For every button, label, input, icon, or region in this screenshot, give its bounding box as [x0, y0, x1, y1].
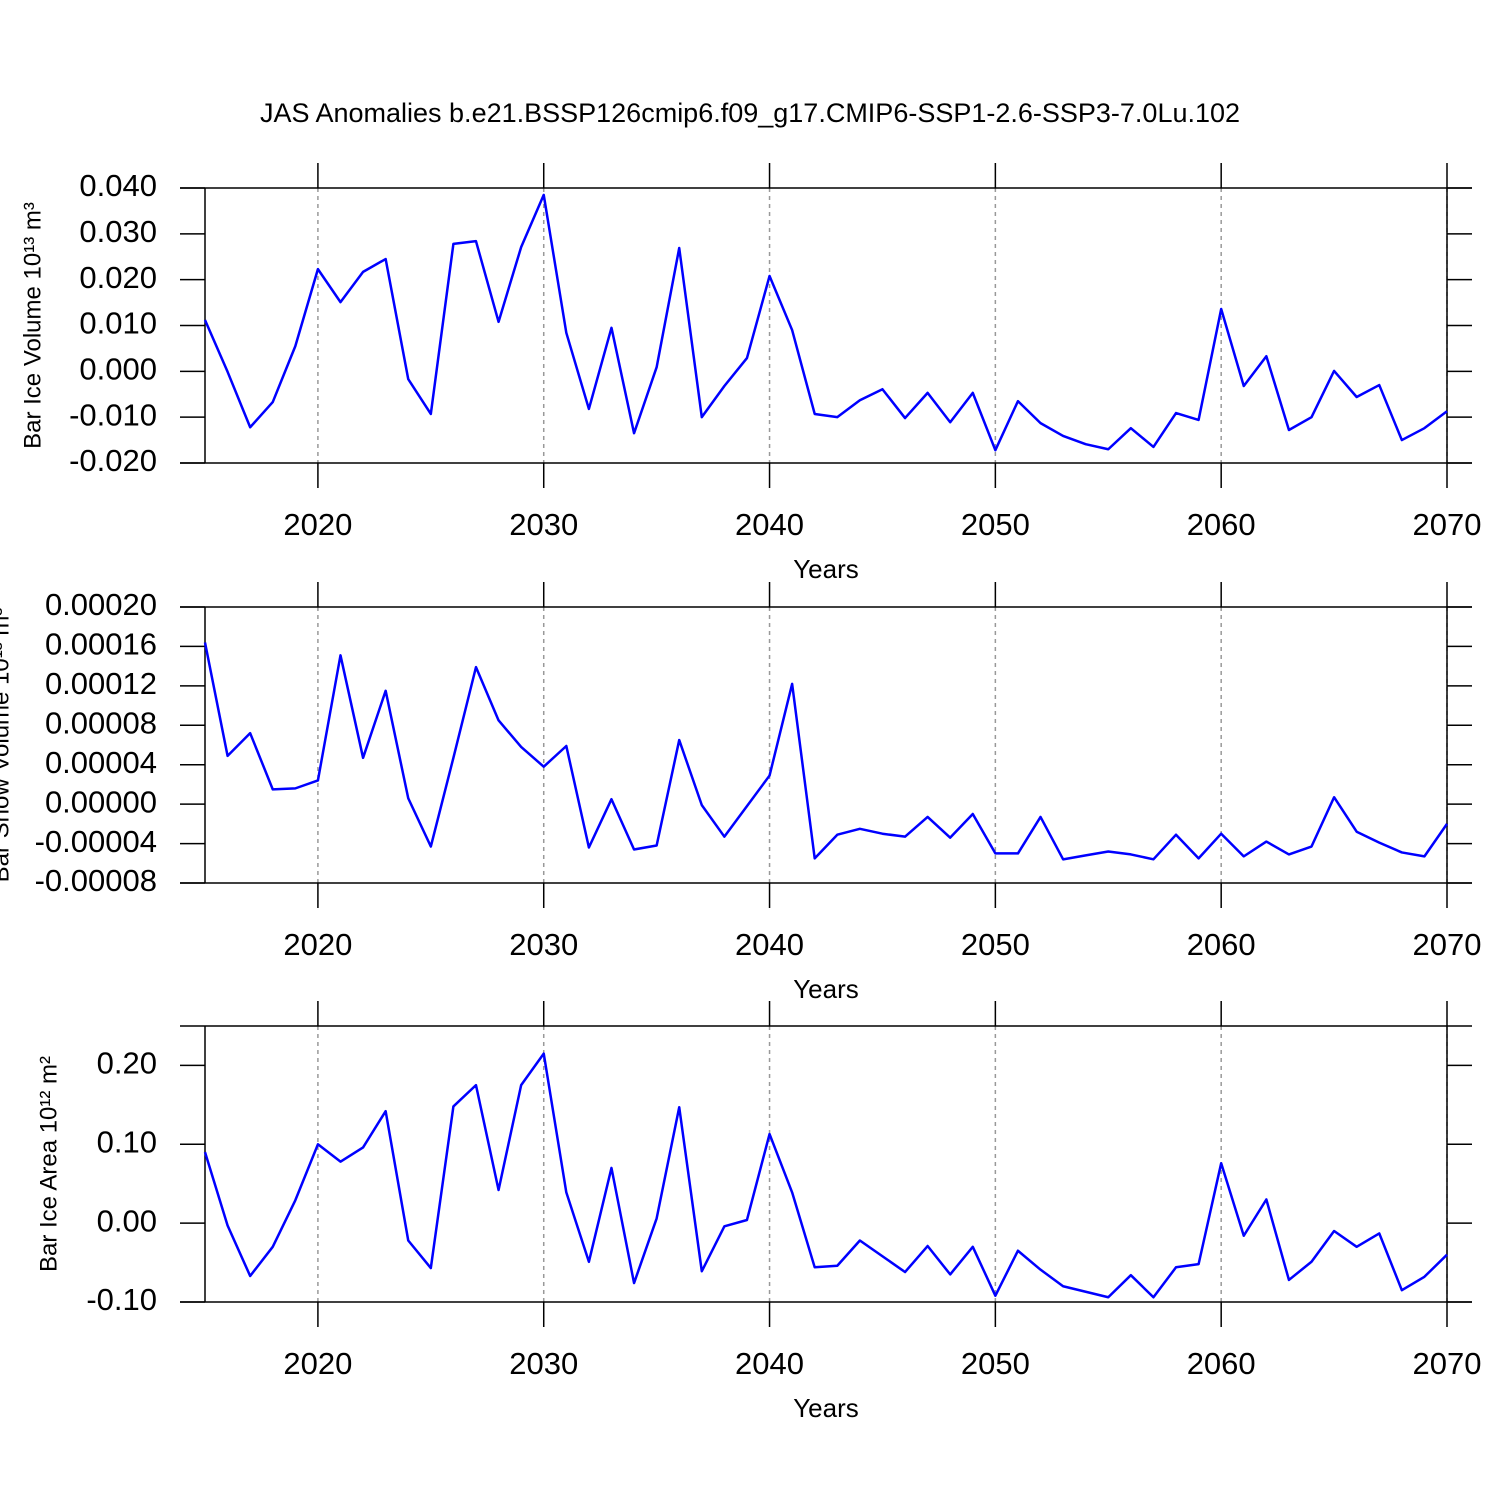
y-tick-label: 0.00000 — [45, 784, 157, 819]
y-tick-label: 0.00020 — [45, 587, 157, 622]
x-tick-label: 2050 — [961, 927, 1030, 962]
y-axis-label: Bar Snow Volume 10¹³ m³ — [0, 608, 14, 883]
data-line — [203, 193, 1448, 452]
y-tick-label: 0.010 — [79, 306, 157, 341]
x-axis-label: Years — [793, 554, 859, 584]
x-tick-label: 2060 — [1187, 927, 1256, 962]
y-tick-label: 0.00 — [97, 1203, 157, 1238]
y-tick-label: 0.00016 — [45, 627, 157, 662]
x-tick-label: 2030 — [509, 927, 578, 962]
y-tick-label: 0.030 — [79, 214, 157, 249]
y-tick-label: 0.00004 — [45, 745, 157, 780]
x-tick-label: 2020 — [283, 927, 352, 962]
y-tick-label: 0.00008 — [45, 705, 157, 740]
x-tick-label: 2030 — [509, 507, 578, 542]
x-tick-label: 2040 — [735, 1346, 804, 1381]
y-tick-label: -0.00008 — [35, 863, 157, 898]
y-tick-label: -0.00004 — [35, 824, 157, 859]
x-tick-label: 2060 — [1187, 1346, 1256, 1381]
x-tick-label: 2020 — [283, 1346, 352, 1381]
x-tick-label: 2070 — [1413, 507, 1482, 542]
y-tick-label: 0.040 — [79, 168, 157, 203]
x-tick-label: 2070 — [1413, 1346, 1482, 1381]
x-tick-label: 2070 — [1413, 927, 1482, 962]
figure-title: JAS Anomalies b.e21.BSSP126cmip6.f09_g17… — [260, 98, 1240, 128]
x-tick-label: 2040 — [735, 927, 804, 962]
y-axis-label: Bar Ice Area 10¹² m² — [35, 1056, 62, 1272]
y-tick-label: 0.020 — [79, 260, 157, 295]
y-tick-label: 0.000 — [79, 352, 157, 387]
x-axis-label: Years — [793, 974, 859, 1004]
y-tick-label: -0.020 — [69, 443, 157, 478]
x-tick-label: 2060 — [1187, 507, 1256, 542]
data-line — [203, 1052, 1448, 1299]
y-tick-label: -0.10 — [86, 1282, 157, 1317]
y-tick-label: 0.00012 — [45, 666, 157, 701]
x-tick-label: 2030 — [509, 1346, 578, 1381]
x-tick-label: 2050 — [961, 507, 1030, 542]
y-axis-label: Bar Ice Volume 10¹³ m³ — [19, 202, 46, 449]
x-axis-label: Years — [793, 1393, 859, 1423]
data-line — [203, 642, 1449, 861]
y-tick-label: -0.010 — [69, 397, 157, 432]
x-tick-label: 2020 — [283, 507, 352, 542]
y-tick-label: 0.10 — [97, 1124, 157, 1159]
x-tick-label: 2050 — [961, 1346, 1030, 1381]
y-tick-label: 0.20 — [97, 1046, 157, 1081]
x-tick-label: 2040 — [735, 507, 804, 542]
